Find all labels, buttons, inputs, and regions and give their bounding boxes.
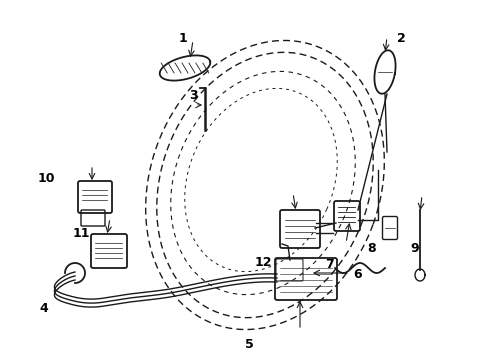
- Text: 11: 11: [72, 226, 90, 239]
- Polygon shape: [374, 50, 395, 94]
- Text: 2: 2: [396, 32, 405, 45]
- Text: 7: 7: [325, 258, 334, 271]
- Text: 3: 3: [189, 89, 198, 102]
- Text: 8: 8: [367, 242, 376, 255]
- Text: 1: 1: [178, 32, 187, 45]
- Text: 5: 5: [244, 338, 253, 351]
- Text: 4: 4: [40, 302, 48, 315]
- Polygon shape: [160, 55, 210, 81]
- Text: 9: 9: [410, 242, 418, 255]
- Text: 10: 10: [37, 171, 55, 185]
- Text: 6: 6: [353, 269, 362, 282]
- Text: 12: 12: [254, 256, 271, 269]
